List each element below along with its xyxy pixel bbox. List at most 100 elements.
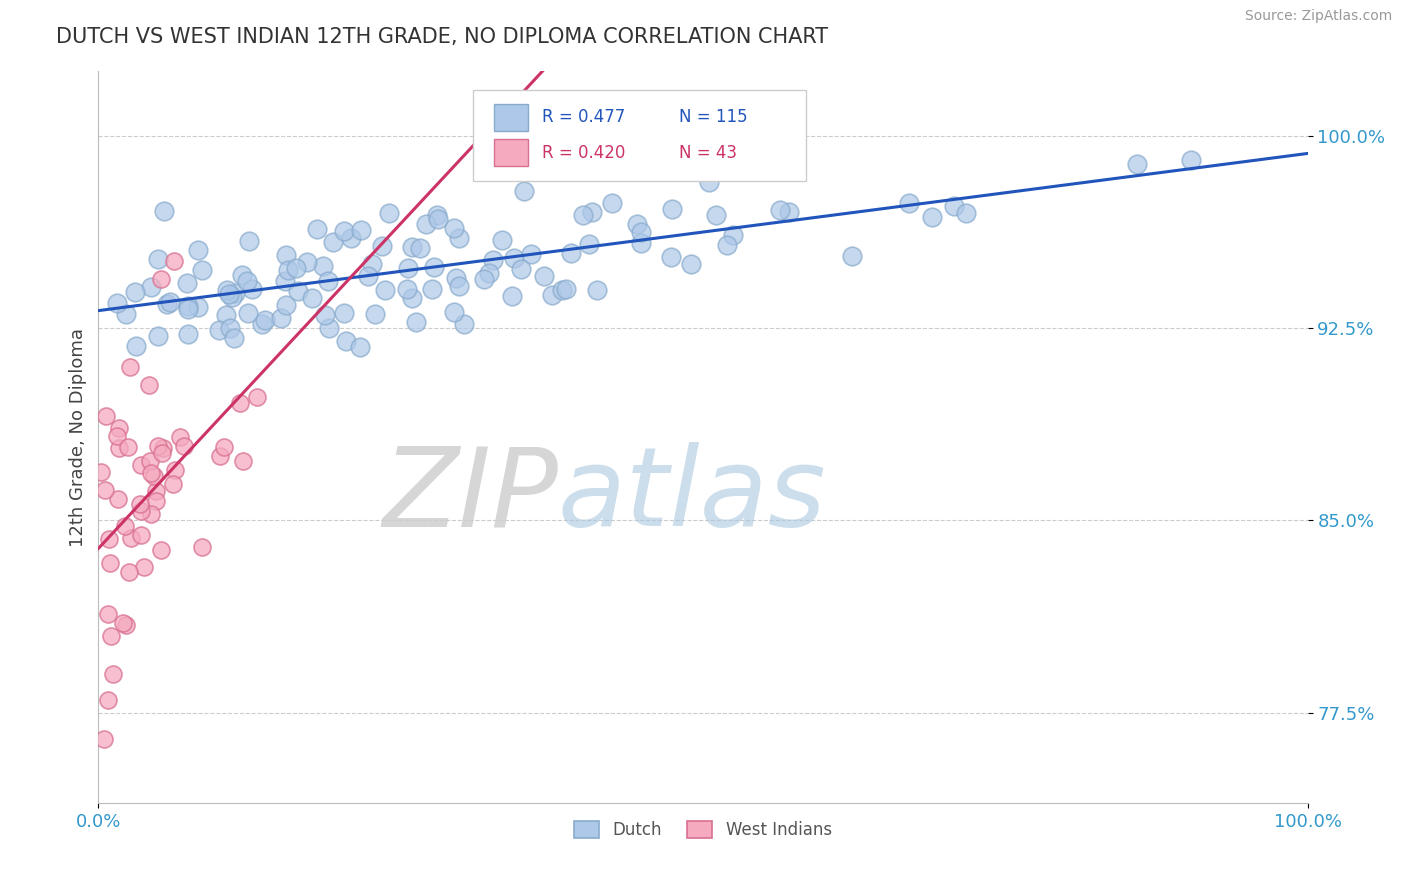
Point (626, 217, 648, 231)
Point (145, 494, 167, 508)
Point (169, 429, 191, 443)
Point (139, 454, 162, 468)
Y-axis label: 12th Grade, No Diploma: 12th Grade, No Diploma (69, 327, 87, 547)
Point (224, 285, 246, 300)
Point (240, 282, 263, 296)
Point (221, 290, 243, 304)
Point (955, 206, 977, 220)
Point (177, 326, 200, 341)
Text: Source: ZipAtlas.com: Source: ZipAtlas.com (1244, 9, 1392, 23)
Point (270, 311, 292, 326)
Point (311, 259, 333, 273)
Point (150, 543, 173, 558)
Point (472, 272, 495, 286)
Point (350, 223, 373, 237)
Point (661, 202, 683, 216)
Point (443, 305, 465, 319)
Point (307, 221, 329, 235)
Point (578, 236, 600, 251)
Point (541, 288, 564, 302)
Point (94, 483, 117, 497)
Point (159, 295, 181, 310)
Point (120, 531, 142, 545)
Point (93, 731, 115, 746)
Text: atlas: atlas (558, 442, 827, 549)
Point (155, 296, 177, 310)
Point (316, 274, 339, 288)
Text: ZIP: ZIP (382, 442, 558, 549)
Point (98, 557, 121, 571)
Point (187, 300, 209, 314)
Point (533, 268, 555, 283)
Point (96, 409, 118, 423)
Point (176, 276, 198, 290)
Point (150, 446, 173, 460)
Point (141, 508, 163, 522)
Point (276, 298, 298, 312)
Point (512, 185, 534, 199)
Point (246, 390, 269, 404)
Point (378, 206, 401, 220)
Point (162, 476, 184, 491)
Point (395, 282, 418, 296)
FancyBboxPatch shape (494, 103, 527, 131)
Point (138, 378, 160, 392)
Point (401, 291, 423, 305)
Point (125, 339, 148, 353)
Point (236, 274, 259, 288)
Point (409, 241, 432, 255)
Point (769, 203, 792, 218)
Point (114, 617, 136, 632)
Point (301, 292, 323, 306)
FancyBboxPatch shape (474, 90, 806, 181)
Point (510, 261, 533, 276)
Point (898, 196, 921, 211)
Point (360, 257, 382, 271)
Point (100, 629, 122, 643)
Point (163, 463, 186, 477)
Point (139, 467, 162, 481)
Legend: Dutch, West Indians: Dutch, West Indians (568, 814, 838, 846)
Point (114, 518, 136, 533)
Point (117, 440, 139, 454)
Point (173, 439, 195, 453)
Point (921, 210, 943, 224)
Point (423, 260, 446, 275)
Point (146, 328, 169, 343)
Point (374, 283, 396, 297)
Point (231, 268, 253, 282)
Point (111, 616, 134, 631)
Point (97, 532, 120, 546)
Point (689, 155, 711, 169)
Point (333, 224, 356, 238)
Point (238, 234, 260, 248)
Point (778, 205, 800, 219)
Point (254, 313, 277, 327)
Point (141, 279, 163, 293)
Point (501, 289, 523, 303)
Point (444, 271, 467, 285)
Point (333, 306, 356, 320)
Point (349, 340, 371, 354)
Point (502, 251, 524, 265)
Point (101, 667, 124, 681)
Point (208, 323, 231, 337)
Point (250, 317, 273, 331)
Point (108, 421, 131, 435)
Text: R = 0.477: R = 0.477 (543, 109, 626, 127)
Point (630, 225, 652, 239)
Point (149, 272, 172, 286)
Point (107, 492, 129, 507)
Point (600, 195, 623, 210)
Point (276, 248, 298, 262)
Point (1126, 157, 1149, 171)
Point (215, 283, 238, 297)
Text: N = 43: N = 43 (679, 144, 737, 161)
Point (697, 175, 720, 189)
Point (572, 208, 595, 222)
Point (129, 458, 152, 472)
Point (108, 442, 131, 456)
Text: DUTCH VS WEST INDIAN 12TH GRADE, NO DIPLOMA CORRELATION CHART: DUTCH VS WEST INDIAN 12TH GRADE, NO DIPL… (56, 27, 828, 46)
Point (481, 253, 503, 268)
Point (277, 263, 299, 277)
